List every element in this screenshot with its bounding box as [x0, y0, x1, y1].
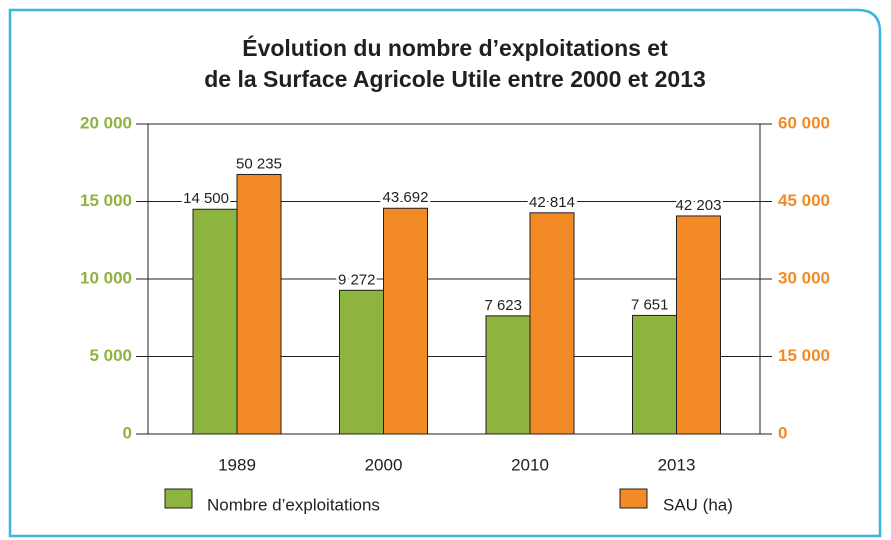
frame	[8, 8, 882, 538]
legend-swatch	[164, 488, 193, 509]
value-label: 9 272	[338, 271, 376, 288]
y-tick-label: 5 000	[89, 346, 132, 365]
bar	[192, 208, 238, 435]
legend-label: Nombre d’exploitations	[207, 495, 380, 514]
x-tick-label: 2013	[658, 455, 696, 474]
x-tick-label: 2000	[365, 455, 403, 474]
value-label: 42 203	[676, 197, 722, 214]
y-tick-label: 0	[123, 423, 132, 442]
value-label: 7 623	[484, 297, 522, 314]
legend-swatch	[619, 488, 648, 509]
bar	[485, 315, 531, 435]
value-label: 50 235	[236, 155, 282, 172]
value-label: 14 500	[183, 190, 229, 207]
value-label: 42 814	[529, 194, 575, 211]
value-label: 43 692	[383, 189, 429, 206]
y2-tick-label: 15 000	[778, 346, 830, 365]
x-tick-label: 2010	[511, 455, 549, 474]
y2-tick-label: 60 000	[778, 113, 830, 132]
y-tick-label: 10 000	[80, 268, 132, 287]
bar	[632, 314, 677, 435]
y2-tick-label: 45 000	[778, 191, 830, 210]
chart-title: Évolution du nombre d’exploitations et	[242, 34, 668, 61]
y-tick-label: 15 000	[80, 191, 132, 210]
y-tick-label: 20 000	[80, 113, 132, 132]
legend-label: SAU (ha)	[663, 495, 733, 514]
y2-tick-label: 30 000	[778, 268, 830, 287]
bar	[236, 173, 282, 435]
value-label: 7 651	[631, 296, 669, 313]
x-tick-label: 1989	[218, 455, 256, 474]
chart-title: de la Surface Agricole Utile entre 2000 …	[204, 66, 706, 92]
bar	[529, 212, 575, 435]
bar	[383, 207, 428, 435]
bar	[339, 289, 384, 435]
y2-tick-label: 0	[778, 423, 787, 442]
bar	[676, 215, 721, 435]
